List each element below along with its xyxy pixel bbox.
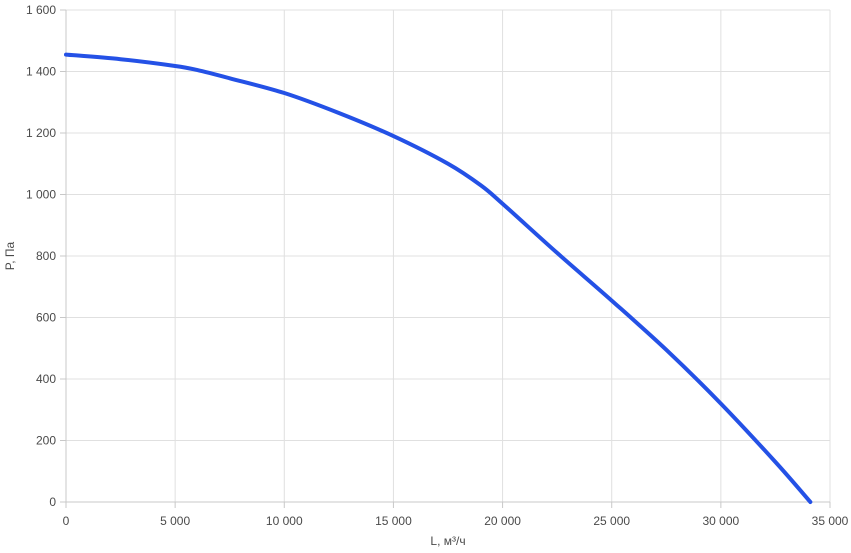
- x-axis-title: L, м³/ч: [430, 534, 465, 548]
- x-tick-label: 10 000: [266, 514, 303, 528]
- axis-layer: [60, 9, 831, 508]
- x-tick-label: 15 000: [375, 514, 412, 528]
- x-tick-label: 25 000: [593, 514, 630, 528]
- y-tick-label: 1 000: [26, 188, 56, 202]
- y-tick-label: 1 600: [26, 3, 56, 17]
- y-tick-label: 1 400: [26, 65, 56, 79]
- y-axis-title: P, Па: [3, 241, 17, 270]
- y-tick-label: 400: [36, 372, 56, 386]
- label-layer: 0 5 000 10 000 15 000 20 000 25 000 30 000 35 0…: [26, 3, 849, 528]
- y-tick-label: 200: [36, 434, 56, 448]
- y-tick-label: 0: [49, 495, 56, 509]
- x-tick-label: 35 000: [812, 514, 849, 528]
- x-tick-label: 20 000: [484, 514, 521, 528]
- grid-layer: [65, 9, 831, 503]
- series-layer: [64, 52, 813, 504]
- x-tick-label: 30 000: [703, 514, 740, 528]
- x-tick-label: 0: [63, 514, 70, 528]
- y-tick-label: 1 200: [26, 126, 56, 140]
- y-tick-label: 600: [36, 311, 56, 325]
- x-tick-label: 5 000: [160, 514, 190, 528]
- series-line: [64, 52, 813, 504]
- y-tick-label: 800: [36, 249, 56, 263]
